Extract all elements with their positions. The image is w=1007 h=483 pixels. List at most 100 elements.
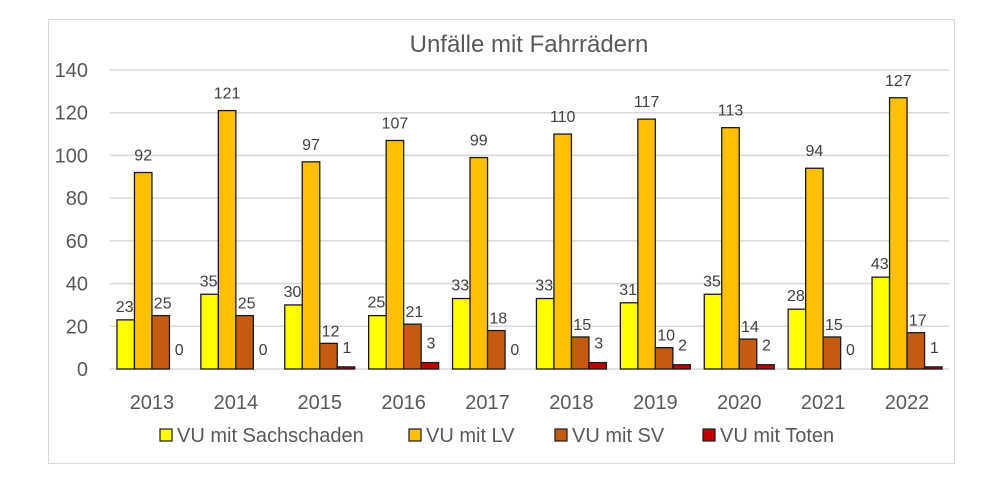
legend-label: VU mit Toten	[720, 425, 834, 447]
bar	[133, 171, 153, 370]
data-label: 33	[535, 278, 553, 295]
bar	[923, 366, 943, 370]
y-tick-label: 120	[55, 103, 88, 125]
bar	[787, 308, 807, 370]
bar	[469, 156, 489, 370]
data-label: 25	[238, 296, 256, 313]
data-label: 0	[259, 342, 268, 359]
data-label: 0	[510, 342, 519, 359]
bar	[703, 293, 723, 370]
data-label: 117	[634, 94, 660, 111]
data-label: 97	[302, 137, 320, 154]
legend-label: VU mit SV	[572, 425, 665, 447]
bar	[402, 323, 422, 370]
x-tick-label: 2021	[801, 392, 846, 414]
bar	[805, 167, 824, 370]
bar	[654, 346, 674, 370]
bar	[367, 314, 387, 370]
bar	[906, 332, 926, 370]
x-axis-ticks: 2013 2014 2015 2016 2017 2018 2019 2020 2021 2022	[130, 392, 930, 414]
data-label: 1	[930, 340, 939, 357]
bar	[822, 336, 842, 370]
data-label: 30	[284, 284, 302, 301]
data-label: 28	[787, 288, 805, 305]
data-label: 33	[451, 278, 469, 295]
data-label: 25	[368, 295, 386, 312]
y-axis-ticks: 0 20 40 60 80 100 120 140	[55, 60, 88, 381]
y-tick-label: 80	[66, 188, 88, 210]
x-tick-label: 2019	[633, 392, 678, 414]
data-label: 10	[657, 328, 675, 345]
bar	[284, 304, 303, 370]
legend: VU mit Sachschaden VU mit LV VU mit SV VU m…	[159, 425, 834, 447]
x-tick-label: 2016	[381, 392, 426, 414]
data-label: 3	[594, 336, 603, 353]
x-tick-label: 2014	[214, 392, 259, 414]
legend-swatch	[702, 428, 716, 442]
bar	[217, 109, 237, 370]
data-label: 14	[741, 319, 759, 336]
y-tick-label: 20	[66, 316, 88, 338]
data-label: 21	[406, 304, 424, 321]
bar	[451, 297, 471, 370]
data-labels: 2392250351212503097121251072133399180331…	[116, 73, 939, 359]
data-label: 127	[885, 73, 912, 90]
bar	[553, 133, 573, 370]
data-label: 43	[871, 256, 889, 273]
bar	[619, 302, 639, 370]
data-label: 1	[343, 340, 352, 357]
bar	[535, 297, 555, 370]
data-label: 15	[573, 317, 591, 334]
data-label: 35	[200, 273, 218, 290]
bar	[420, 361, 440, 370]
legend-swatch	[554, 428, 568, 442]
data-label: 25	[154, 296, 172, 313]
data-label: 92	[134, 148, 152, 165]
data-label: 31	[619, 282, 637, 299]
legend-swatch	[159, 428, 173, 442]
data-label: 121	[214, 86, 241, 103]
data-label: 35	[703, 273, 721, 290]
data-label: 18	[489, 311, 507, 328]
bar	[721, 127, 740, 370]
data-label: 110	[550, 109, 576, 126]
chart-title: Unfälle mit Fahrrädern	[410, 31, 649, 58]
data-label: 0	[175, 342, 184, 359]
data-label: 99	[470, 133, 488, 150]
data-label: 2	[762, 338, 771, 355]
bar	[756, 364, 775, 370]
data-label: 12	[322, 323, 340, 340]
data-label: 2	[678, 338, 687, 355]
x-tick-label: 2013	[130, 392, 175, 414]
bar	[871, 276, 891, 370]
bars	[116, 97, 943, 370]
data-label: 0	[846, 342, 855, 359]
bar	[319, 342, 338, 370]
bar	[888, 97, 908, 370]
data-label: 3	[426, 336, 435, 353]
bar	[570, 336, 590, 370]
y-tick-label: 40	[66, 274, 88, 296]
x-tick-label: 2022	[885, 392, 930, 414]
legend-label: VU mit LV	[426, 425, 515, 447]
data-label: 23	[116, 299, 134, 316]
bar	[116, 319, 136, 370]
data-label: 15	[825, 317, 843, 334]
bar	[738, 338, 758, 370]
x-tick-label: 2020	[717, 392, 762, 414]
bar	[672, 364, 691, 370]
bar	[200, 293, 220, 370]
data-label: 113	[718, 103, 744, 120]
legend-label: VU mit Sachschaden	[177, 425, 364, 447]
bar	[301, 161, 321, 370]
bar	[235, 314, 255, 370]
y-tick-label: 0	[77, 359, 88, 381]
bar	[588, 361, 608, 370]
bar	[486, 329, 506, 370]
x-tick-label: 2017	[465, 392, 510, 414]
y-tick-label: 100	[55, 145, 88, 167]
bar	[637, 118, 656, 370]
bar	[151, 314, 171, 370]
bar	[385, 139, 405, 370]
legend-swatch	[408, 428, 422, 442]
